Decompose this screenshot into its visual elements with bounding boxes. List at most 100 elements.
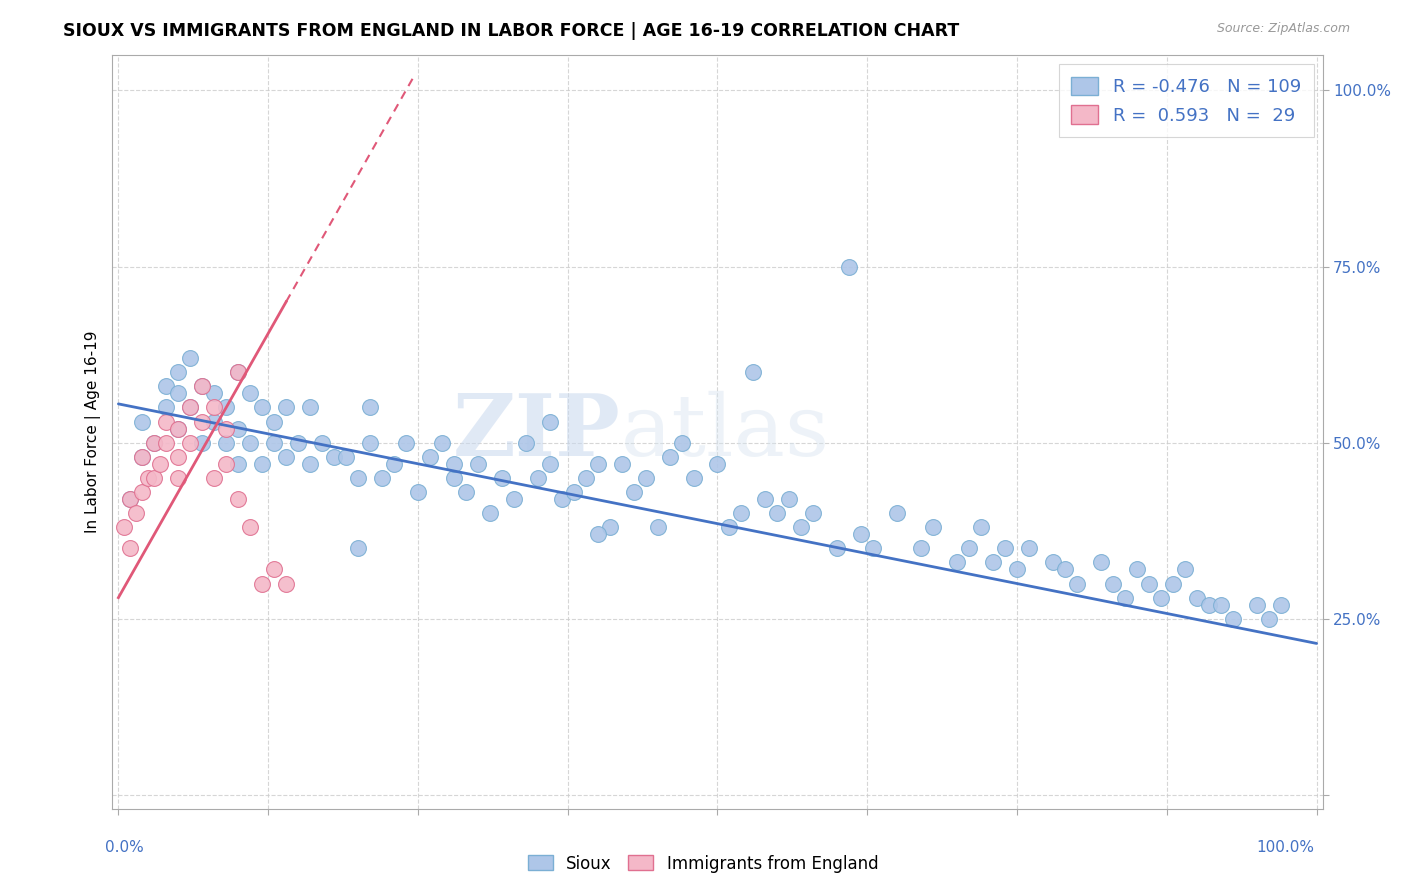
Point xyxy=(1042,556,1064,570)
Point xyxy=(263,562,285,576)
Point xyxy=(215,421,238,435)
Point xyxy=(1114,591,1136,605)
Point xyxy=(226,421,249,435)
Legend: Sioux, Immigrants from England: Sioux, Immigrants from England xyxy=(522,848,884,880)
Point xyxy=(981,556,1004,570)
Point xyxy=(395,435,418,450)
Point xyxy=(1018,541,1040,556)
Point xyxy=(167,386,190,401)
Point xyxy=(1090,556,1112,570)
Point xyxy=(599,520,621,534)
Point xyxy=(155,435,177,450)
Point xyxy=(299,457,322,471)
Point xyxy=(120,541,142,556)
Point xyxy=(226,365,249,379)
Point xyxy=(250,401,273,415)
Point xyxy=(1246,598,1268,612)
Point xyxy=(1137,576,1160,591)
Point xyxy=(454,485,477,500)
Point xyxy=(658,450,681,464)
Point xyxy=(1053,562,1076,576)
Point xyxy=(179,401,201,415)
Point xyxy=(138,471,160,485)
Point xyxy=(323,450,346,464)
Point xyxy=(1005,562,1028,576)
Point xyxy=(1126,562,1149,576)
Point xyxy=(1066,576,1088,591)
Point xyxy=(443,457,465,471)
Point xyxy=(167,450,190,464)
Point xyxy=(226,457,249,471)
Point xyxy=(443,471,465,485)
Point xyxy=(239,520,262,534)
Point xyxy=(179,401,201,415)
Point xyxy=(179,351,201,365)
Point xyxy=(682,471,704,485)
Point xyxy=(538,457,561,471)
Point xyxy=(263,415,285,429)
Point xyxy=(215,401,238,415)
Point xyxy=(886,506,908,520)
Point xyxy=(801,506,824,520)
Point xyxy=(610,457,633,471)
Point xyxy=(191,435,214,450)
Point xyxy=(586,457,609,471)
Point xyxy=(406,485,429,500)
Point xyxy=(167,365,190,379)
Point xyxy=(120,491,142,506)
Point xyxy=(179,435,201,450)
Point xyxy=(112,520,135,534)
Point xyxy=(239,386,262,401)
Legend: R = -0.476   N = 109, R =  0.593   N =  29: R = -0.476 N = 109, R = 0.593 N = 29 xyxy=(1059,64,1313,137)
Point xyxy=(478,506,501,520)
Point xyxy=(202,471,225,485)
Point xyxy=(359,435,381,450)
Point xyxy=(862,541,884,556)
Point xyxy=(335,450,357,464)
Point xyxy=(287,435,309,450)
Point xyxy=(1161,576,1184,591)
Point xyxy=(276,450,298,464)
Point xyxy=(838,260,860,274)
Point xyxy=(827,541,849,556)
Point xyxy=(922,520,945,534)
Point xyxy=(125,506,148,520)
Point xyxy=(551,491,574,506)
Point xyxy=(347,541,370,556)
Point xyxy=(191,379,214,393)
Point xyxy=(419,450,441,464)
Point xyxy=(778,491,800,506)
Point xyxy=(191,379,214,393)
Point xyxy=(671,435,693,450)
Point xyxy=(263,435,285,450)
Point xyxy=(276,576,298,591)
Point xyxy=(851,527,873,541)
Point xyxy=(191,415,214,429)
Point xyxy=(167,421,190,435)
Point xyxy=(430,435,453,450)
Point xyxy=(526,471,548,485)
Point xyxy=(131,450,153,464)
Point xyxy=(1257,612,1279,626)
Point xyxy=(1270,598,1292,612)
Point xyxy=(131,450,153,464)
Point xyxy=(706,457,728,471)
Point xyxy=(120,491,142,506)
Point xyxy=(718,520,741,534)
Point xyxy=(754,491,776,506)
Point xyxy=(1102,576,1125,591)
Text: SIOUX VS IMMIGRANTS FROM ENGLAND IN LABOR FORCE | AGE 16-19 CORRELATION CHART: SIOUX VS IMMIGRANTS FROM ENGLAND IN LABO… xyxy=(63,22,959,40)
Point xyxy=(143,435,166,450)
Point xyxy=(202,415,225,429)
Point xyxy=(155,415,177,429)
Point xyxy=(515,435,537,450)
Text: 100.0%: 100.0% xyxy=(1257,840,1315,855)
Point xyxy=(1174,562,1197,576)
Point xyxy=(371,471,394,485)
Point xyxy=(167,421,190,435)
Text: 0.0%: 0.0% xyxy=(105,840,145,855)
Point xyxy=(143,435,166,450)
Text: ZIP: ZIP xyxy=(453,390,620,474)
Point xyxy=(623,485,645,500)
Point xyxy=(1185,591,1208,605)
